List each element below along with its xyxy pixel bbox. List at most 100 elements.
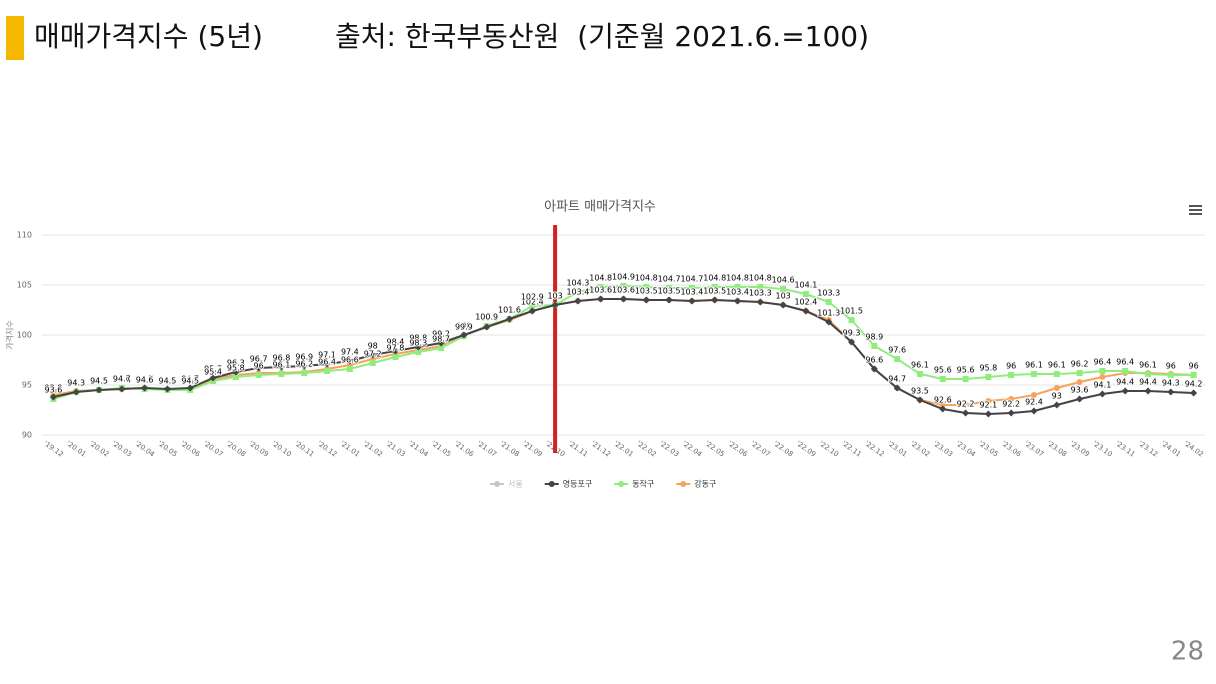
data-label: 96.1 [1048,361,1066,370]
legend-label[interactable]: 동작구 [632,479,654,489]
x-tick-label: '22.02 [635,439,658,458]
x-tick-label: '22.08 [772,439,795,458]
x-tick-label: '21.03 [384,439,407,458]
point [505,315,513,323]
menu-icon[interactable] [1189,205,1202,215]
point [688,297,696,305]
x-tick-label: '21.09 [521,439,544,458]
point [1008,396,1015,402]
x-tick-label: '22.03 [658,439,681,458]
point [483,323,491,331]
y-tick-label: 110 [17,231,32,240]
data-label: 98.3 [409,339,427,348]
data-label: 97.1 [318,351,336,360]
data-label: 103 [775,292,790,301]
point [346,366,353,372]
point [528,307,536,315]
y-tick-label: 100 [17,331,32,340]
data-label: 94.1 [1093,381,1111,390]
point [529,303,536,309]
data-label: 96.1 [1139,361,1157,370]
point [1030,371,1037,377]
point [1053,401,1061,409]
x-tick-label: '23.08 [1045,439,1068,458]
point [779,301,787,309]
x-tick-label: '23.12 [1137,439,1160,458]
point [186,384,194,392]
x-tick-label: '21.12 [589,439,612,458]
data-label: 103 [547,292,562,301]
x-tick-label: '22.10 [817,439,840,458]
data-label: 98.4 [387,338,405,347]
point [209,374,217,382]
x-tick-label: '21.08 [498,439,521,458]
data-label: 96.7 [250,355,268,364]
point [163,385,171,393]
legend-label[interactable]: 영등포구 [563,479,592,489]
point [870,365,878,373]
point [1007,409,1015,417]
point [72,388,80,396]
y-tick-label: 90 [22,431,32,440]
data-label: 102.4 [794,298,817,307]
point [642,296,650,304]
x-tick-label: '23.01 [886,439,909,458]
data-label: 99.2 [432,330,450,339]
legend-label[interactable]: 강동구 [694,479,716,489]
data-label: 95.6 [934,366,952,375]
data-label: 98.9 [865,333,883,342]
data-label: 97.6 [888,346,906,355]
slide-title: 매매가격지수 (5년) [34,20,263,53]
point [369,360,376,366]
point [1167,388,1175,396]
y-axis-label: 가격지수 [5,320,15,349]
data-label: 103.4 [726,288,749,297]
x-tick-label: '22.11 [840,439,863,458]
data-label: 93.6 [44,386,62,395]
x-tick-label: '23.07 [1023,439,1046,458]
legend-label[interactable]: 서울 [508,480,523,489]
point [1030,407,1038,415]
x-tick-label: '21.02 [361,439,384,458]
point [1122,368,1129,374]
point [278,371,285,377]
point [825,318,833,326]
legend-symbol [548,481,555,487]
data-label: 97.8 [387,344,405,353]
data-label: 104.7 [658,275,681,284]
data-label: 96.1 [273,361,291,370]
point [871,343,878,349]
point [324,368,331,374]
x-tick-label: '22.05 [703,439,726,458]
point [1167,372,1174,378]
data-label: 104.8 [635,274,658,283]
data-label: 101.6 [498,306,521,315]
point [962,376,969,382]
data-label: 92.6 [934,396,952,405]
point [643,284,650,290]
data-label: 92.2 [1002,400,1020,409]
point [346,357,354,365]
point [802,307,810,315]
x-tick-label: '19.12 [42,439,65,458]
point [688,285,695,291]
data-label: 102.4 [521,298,544,307]
data-label: 104.9 [612,273,635,282]
point [893,384,901,392]
legend-symbol [494,481,500,487]
data-label: 95.8 [979,364,997,373]
data-label: 94.5 [181,377,199,386]
data-label: 104.1 [794,281,817,290]
data-label: 96 [254,362,264,371]
point [1053,385,1060,391]
point [916,396,924,404]
page-number: 28 [1171,637,1204,667]
point [300,362,308,370]
data-label: 101.5 [840,307,863,316]
x-tick-label: '21.01 [339,439,362,458]
point [848,317,855,323]
point [232,368,240,376]
data-label: 94.2 [1185,380,1203,389]
x-tick-label: '22.07 [749,439,772,458]
